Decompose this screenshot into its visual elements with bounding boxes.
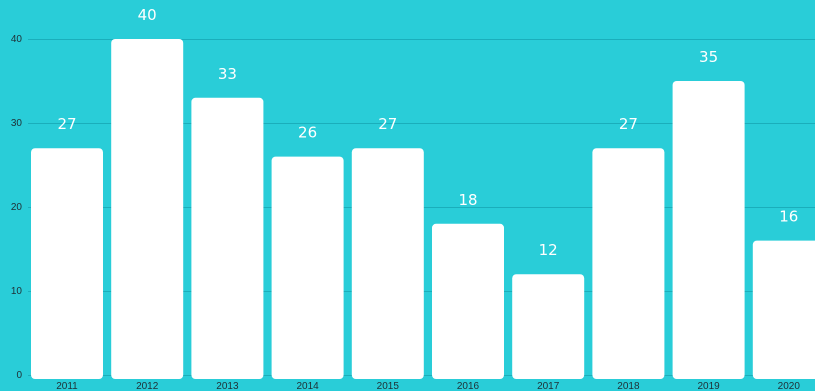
data-label: 33 xyxy=(218,65,237,83)
data-label: 27 xyxy=(378,115,397,133)
bar-2013 xyxy=(191,97,264,380)
y-tick-label: 10 xyxy=(11,286,23,297)
x-tick-label: 2019 xyxy=(697,381,720,391)
x-tick-label: 2011 xyxy=(56,381,78,391)
x-tick-label: 2014 xyxy=(296,381,319,391)
bar-2020 xyxy=(752,240,815,379)
y-tick-label: 30 xyxy=(11,118,23,129)
bars xyxy=(31,39,815,380)
y-tick-label: 20 xyxy=(11,202,23,213)
data-label: 27 xyxy=(57,115,76,133)
bar-2015 xyxy=(351,148,424,379)
x-tick-label: 2015 xyxy=(377,381,400,391)
bar-2016 xyxy=(432,223,504,379)
x-tick-label: 2017 xyxy=(537,381,560,391)
x-tick-label: 2012 xyxy=(136,381,159,391)
x-axis-ticks: 2011 2012 2013 2014 2015 2016 2017 2018 2019 2020 xyxy=(56,381,800,391)
bar-2012 xyxy=(111,39,184,379)
data-labels: 27 40 33 26 27 18 12 27 35 16 xyxy=(57,6,798,259)
x-tick-label: 2018 xyxy=(617,381,640,391)
y-tick-label: 0 xyxy=(16,370,22,381)
data-label: 16 xyxy=(779,208,798,226)
data-label: 27 xyxy=(619,115,638,133)
data-label: 26 xyxy=(298,124,317,142)
data-label: 35 xyxy=(699,48,718,66)
y-tick-label: 40 xyxy=(11,34,23,45)
bar-2019 xyxy=(672,81,745,379)
data-label: 40 xyxy=(138,6,157,24)
bar-2018 xyxy=(592,148,665,379)
data-label: 12 xyxy=(539,241,558,259)
x-tick-label: 2020 xyxy=(778,381,801,391)
x-tick-label: 2013 xyxy=(216,381,239,391)
y-axis-ticks: 0 10 20 30 40 xyxy=(11,34,23,381)
data-label: 18 xyxy=(458,191,477,209)
x-tick-label: 2016 xyxy=(457,381,480,391)
bar-2014 xyxy=(271,156,344,379)
bar-2011 xyxy=(31,148,103,379)
bar-2017 xyxy=(512,274,585,379)
